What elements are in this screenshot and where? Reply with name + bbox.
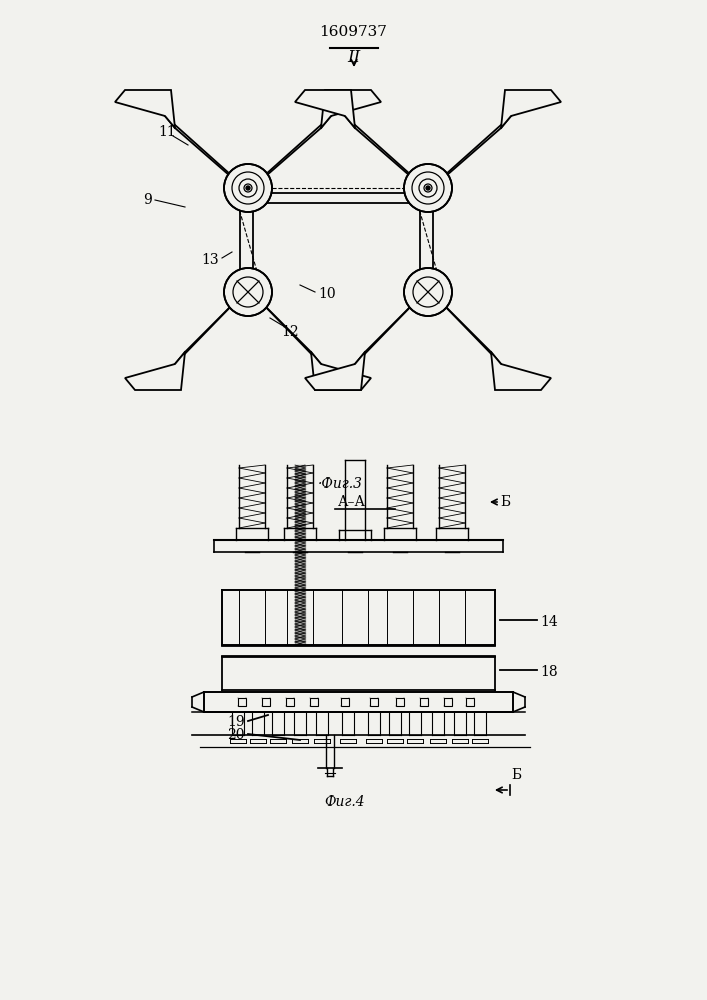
Circle shape (404, 164, 452, 212)
Circle shape (224, 268, 272, 316)
Text: 18: 18 (540, 665, 558, 679)
Text: 20: 20 (228, 728, 245, 742)
Polygon shape (295, 90, 355, 128)
Polygon shape (321, 90, 381, 128)
Polygon shape (311, 352, 371, 390)
Text: 10: 10 (318, 287, 336, 301)
Bar (370, 698, 378, 706)
Circle shape (426, 186, 430, 190)
Polygon shape (501, 90, 561, 128)
Bar (341, 698, 349, 706)
Bar (396, 698, 404, 706)
Text: А–А: А–А (338, 495, 366, 509)
Text: 13: 13 (201, 253, 218, 267)
Circle shape (404, 268, 452, 316)
Bar (444, 698, 452, 706)
Bar (262, 698, 270, 706)
Bar (310, 698, 318, 706)
Text: II: II (347, 48, 361, 66)
Text: Б: Б (500, 495, 510, 509)
Text: Б: Б (511, 768, 521, 782)
Text: 14: 14 (540, 615, 558, 629)
Circle shape (246, 186, 250, 190)
Polygon shape (305, 352, 365, 390)
Text: 12: 12 (281, 325, 299, 339)
Text: 11: 11 (158, 125, 176, 139)
Bar (238, 698, 246, 706)
Text: 1609737: 1609737 (319, 25, 387, 39)
Bar (420, 698, 428, 706)
Polygon shape (491, 352, 551, 390)
Bar (286, 698, 294, 706)
Polygon shape (125, 352, 185, 390)
Circle shape (224, 164, 272, 212)
Text: Фиг.4: Фиг.4 (325, 795, 366, 809)
Text: ·Фиг.3: ·Фиг.3 (318, 477, 363, 491)
Text: 19: 19 (228, 715, 245, 729)
Text: 9: 9 (144, 193, 153, 207)
Bar (466, 698, 474, 706)
Polygon shape (115, 90, 175, 128)
